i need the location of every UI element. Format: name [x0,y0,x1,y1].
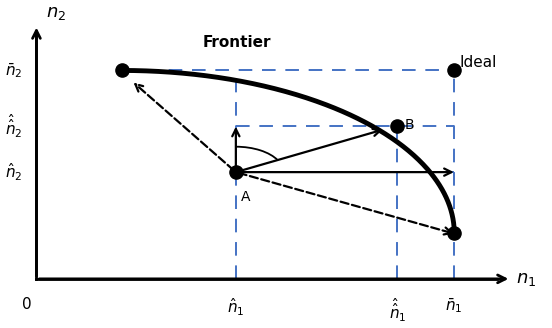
Text: 0: 0 [22,297,32,312]
Text: $n_1$: $n_1$ [516,270,537,288]
Text: $\hat{n}_1$: $\hat{n}_1$ [227,297,245,318]
Text: $\hat{\hat{n}}_1$: $\hat{\hat{n}}_1$ [389,297,406,324]
Text: $n_2$: $n_2$ [46,4,66,22]
Point [231,170,240,175]
Point [450,231,459,236]
Text: $\hat{\hat{n}}_2$: $\hat{\hat{n}}_2$ [5,113,22,140]
Text: Ideal: Ideal [459,55,496,70]
Point [118,68,126,73]
Text: Frontier: Frontier [203,35,271,50]
Text: $\bar{n}_1$: $\bar{n}_1$ [445,297,463,316]
Point [450,68,459,73]
Point [393,124,402,129]
Text: $\hat{n}_2$: $\hat{n}_2$ [5,161,22,183]
Text: B: B [405,118,414,132]
Text: A: A [241,190,250,204]
Text: $\bar{n}_2$: $\bar{n}_2$ [5,61,22,80]
